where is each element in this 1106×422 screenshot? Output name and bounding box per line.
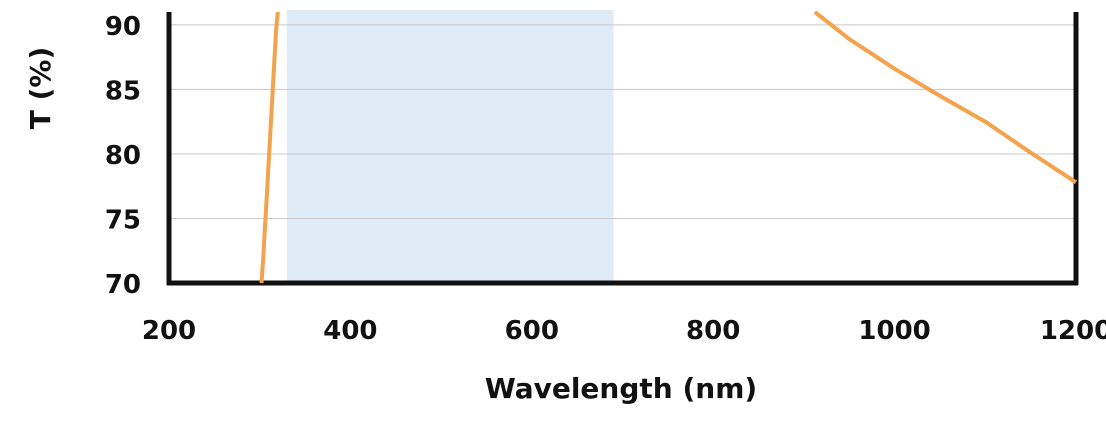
x-tick-label-400: 400: [323, 316, 377, 346]
x-tick-label-1000: 1000: [858, 316, 930, 346]
y-tick-label-70: 70: [105, 270, 141, 300]
series-line-segment-2: [813, 10, 1078, 184]
shaded-region: [286, 10, 614, 283]
x-tick-label-600: 600: [505, 316, 559, 346]
x-tick-label-800: 800: [686, 316, 740, 346]
x-tick-label-1200: 1200: [1040, 316, 1106, 346]
series-layer: [259, 10, 1078, 284]
axes-layer: [166, 12, 1079, 286]
gridline-layer: [169, 24, 1076, 219]
series-line-segment-1: [259, 11, 280, 284]
tick-label-layer: 70 75 80 85 90 200 400 600 800 1000 1200: [105, 12, 1106, 346]
y-tick-label-75: 75: [105, 205, 141, 235]
y-tick-label-80: 80: [105, 141, 141, 171]
x-axis-title: Wavelength (nm): [485, 372, 757, 405]
y-tick-label-90: 90: [105, 12, 141, 42]
y-axis-title: T (%): [24, 47, 57, 130]
y-tick-label-85: 85: [105, 76, 141, 106]
shaded-region-layer: [286, 10, 614, 283]
x-tick-label-200: 200: [142, 316, 196, 346]
